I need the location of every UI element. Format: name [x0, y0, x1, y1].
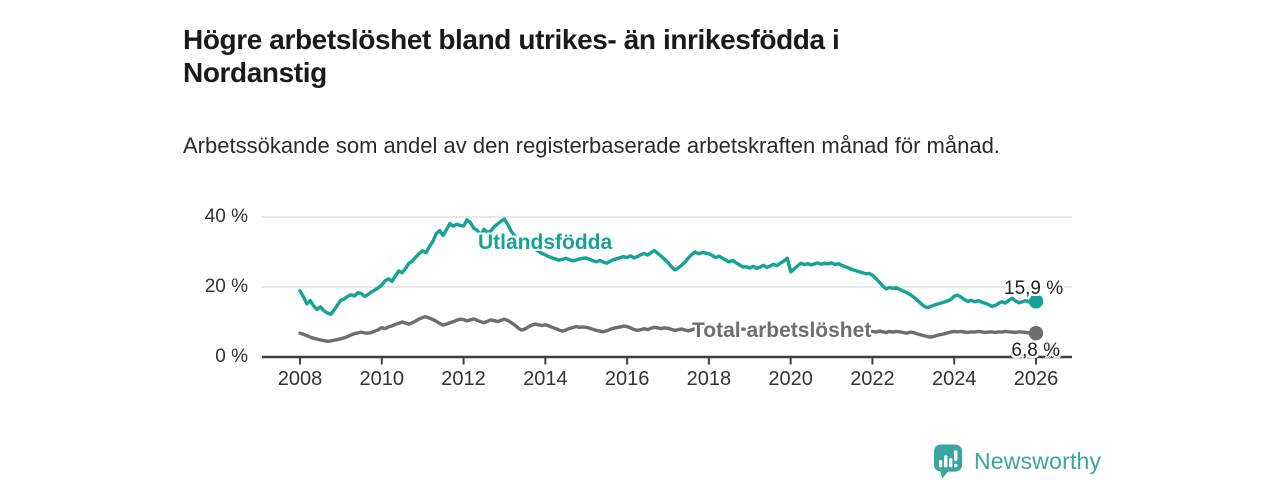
- series-label-total-arbetsloshet: Total arbetslöshet: [692, 319, 872, 342]
- x-tick-label: 2010: [359, 368, 405, 390]
- x-tick-label: 2008: [277, 368, 323, 390]
- x-tick-label: 2026: [1013, 368, 1059, 390]
- y-tick-label: 40 %: [204, 206, 248, 227]
- x-tick-label: 2022: [850, 368, 895, 390]
- chart-subtitle: Arbetssökande som andel av den registerb…: [183, 133, 1000, 158]
- x-tick-label: 2020: [768, 368, 813, 390]
- y-tick-label: 20 %: [204, 276, 248, 297]
- page-title: Högre arbetslöshet bland utrikes- än inr…: [183, 23, 840, 88]
- series-line-utlandsf-dda: [298, 217, 1038, 316]
- x-tick-label: 2018: [686, 368, 732, 390]
- end-value-label-total: 6,8 %: [1011, 340, 1060, 361]
- x-tick-label: 2012: [441, 368, 486, 390]
- y-tick-label: 0 %: [215, 346, 248, 367]
- x-tick-label: 2016: [604, 368, 650, 390]
- newsworthy-bubble-chart-icon: [933, 444, 963, 479]
- newsworthy-wordmark: Newsworthy: [974, 448, 1102, 474]
- x-tick-label: 2014: [523, 368, 568, 390]
- series-line-total-arbetsl-shet: [298, 315, 1038, 343]
- newsworthy-logo[interactable]: Newsworthy: [933, 443, 1101, 480]
- series-end-dot-utlandsf-dda: [1028, 294, 1044, 309]
- series-label-utlandsfodda: Utlandsfödda: [478, 231, 613, 254]
- x-tick-label: 2024: [931, 368, 977, 390]
- series-end-dot-total-arbetsl-shet: [1028, 326, 1044, 341]
- end-value-label-utlandsfodda: 15,9 %: [1004, 278, 1064, 299]
